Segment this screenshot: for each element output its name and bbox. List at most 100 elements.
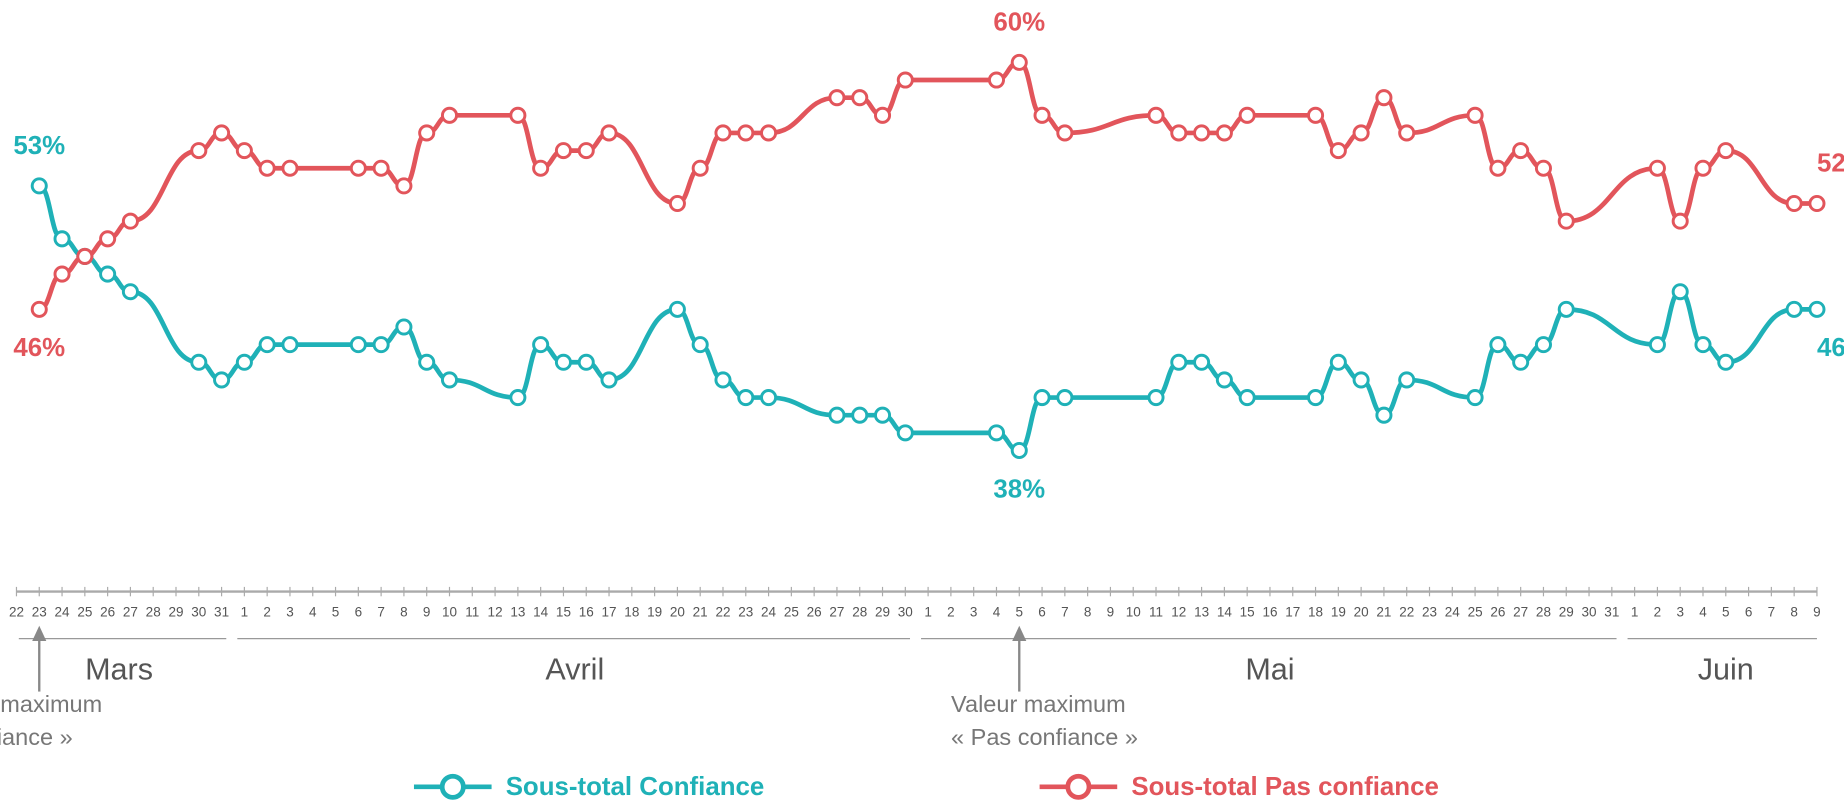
x-tick-label: 17 [1285, 604, 1300, 619]
point [987, 424, 1006, 442]
x-tick-label: 22 [9, 604, 24, 619]
point [121, 212, 139, 230]
point [600, 371, 618, 389]
point [213, 371, 231, 389]
point [691, 336, 709, 354]
line-segment [1406, 112, 1476, 136]
point [99, 265, 117, 283]
x-tick-label: 5 [1016, 604, 1024, 619]
point [1170, 124, 1188, 142]
point [1466, 106, 1484, 124]
month-label: Mars [85, 653, 153, 687]
x-tick-label: 20 [1354, 604, 1369, 619]
annotation-text: « Confiance » [0, 724, 73, 750]
x-tick-label: 26 [1490, 604, 1505, 619]
line-segment [1064, 112, 1157, 136]
point [53, 265, 71, 283]
line-segment [1679, 289, 1705, 347]
x-tick-label: 3 [970, 604, 978, 619]
point [1512, 353, 1530, 371]
point [235, 142, 253, 160]
point [349, 159, 367, 177]
x-tick-label: 16 [579, 604, 594, 619]
point [418, 124, 436, 142]
x-tick-label: 31 [214, 604, 229, 619]
line-segment [1474, 342, 1499, 400]
point [258, 159, 276, 177]
annotation-arrowhead [32, 625, 47, 641]
point [1671, 283, 1689, 301]
point [1375, 406, 1393, 424]
x-tick-label: 6 [1745, 604, 1753, 619]
x-tick-label: 22 [1399, 604, 1414, 619]
point [1557, 212, 1575, 230]
point [760, 124, 778, 142]
x-tick-label: 26 [807, 604, 822, 619]
line-segment [449, 377, 518, 400]
point [1375, 89, 1393, 107]
value-label: 53% [13, 132, 65, 160]
x-tick-label: 28 [852, 604, 867, 619]
point [53, 230, 71, 248]
x-tick-label: 1 [241, 604, 249, 619]
x-tick-label: 11 [1149, 604, 1163, 619]
point [418, 353, 436, 371]
x-tick-label: 24 [55, 604, 71, 619]
legend-label: Sous-total Confiance [506, 773, 765, 801]
x-tick-label: 24 [1445, 604, 1461, 619]
point [873, 106, 892, 124]
x-tick-label: 16 [1262, 604, 1277, 619]
point [1694, 159, 1712, 177]
x-tick-label: 13 [510, 604, 525, 619]
x-tick-label: 3 [1676, 604, 1684, 619]
x-tick-label: 31 [1604, 604, 1619, 619]
x-tick-label: 12 [1171, 604, 1186, 619]
point [1785, 194, 1803, 213]
point [349, 336, 367, 354]
point [851, 89, 869, 107]
x-tick-label: 21 [693, 604, 708, 619]
point [1329, 142, 1347, 160]
line-segment [768, 395, 837, 418]
value-label: 46% [13, 334, 65, 362]
point [737, 124, 755, 142]
point [1534, 336, 1552, 354]
point [1398, 124, 1416, 142]
point [1010, 53, 1028, 71]
x-tick-label: 9 [423, 604, 431, 619]
x-tick-label: 23 [738, 604, 753, 619]
point [987, 71, 1006, 89]
point [1352, 371, 1370, 389]
x-tick-label: 7 [1061, 604, 1069, 619]
x-tick-label: 15 [556, 604, 571, 619]
value-label: 52% [1817, 150, 1844, 178]
line-segment [1679, 165, 1705, 224]
line-segment [768, 95, 838, 136]
point [1329, 353, 1347, 371]
x-tick-label: 10 [442, 604, 457, 619]
legend-marker [1065, 773, 1092, 800]
point [372, 159, 390, 177]
value-label: 46% [1817, 334, 1844, 362]
point [1808, 300, 1826, 318]
line-segment [516, 112, 542, 171]
x-tick-label: 27 [123, 604, 138, 619]
line-segment [1656, 289, 1682, 347]
x-tick-label: 23 [32, 604, 47, 619]
point [281, 336, 299, 354]
point [1557, 300, 1575, 318]
legend-label: Sous-total Pas confiance [1131, 773, 1439, 801]
x-tick-label: 4 [993, 604, 1001, 619]
line-segment [516, 342, 542, 400]
point [235, 353, 253, 371]
x-tick-label: 1 [1631, 604, 1639, 619]
point [828, 89, 846, 107]
point [1648, 159, 1666, 177]
legend-marker [439, 773, 466, 800]
point [1238, 106, 1256, 124]
annotation-text: Valeur maximum [951, 691, 1126, 717]
point [1489, 336, 1507, 354]
point [1033, 389, 1051, 407]
point [668, 194, 686, 213]
x-tick-label: 30 [1582, 604, 1597, 619]
